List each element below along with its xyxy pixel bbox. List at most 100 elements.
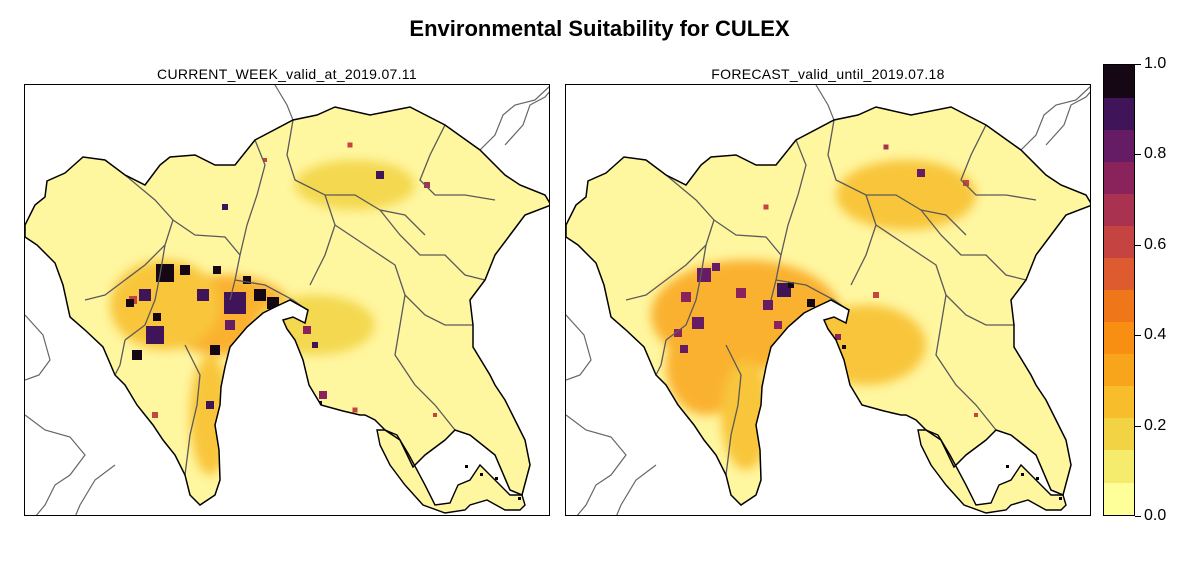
hotspot-cell [153, 313, 161, 321]
region-boundary [172, 219, 241, 301]
colorbar-step [1104, 481, 1134, 515]
hotspot-cell [319, 391, 327, 399]
coastline [917, 429, 1067, 514]
colorbar-tick-label: 0.2 [1144, 416, 1167, 434]
hotspot-cell [433, 413, 437, 417]
hotspot-cell [917, 169, 925, 177]
hotspot-cell [222, 204, 228, 210]
map-title: Environmental Suitability for CULEX [409, 16, 790, 41]
region-boundary [394, 294, 456, 431]
hotspot-cell [347, 142, 353, 148]
region-boundary [850, 194, 877, 286]
region-boundary [780, 139, 807, 256]
region-boundary [309, 194, 336, 286]
region-boundary [379, 209, 486, 281]
hotspot-cell [674, 329, 682, 337]
colorbar-step [1104, 65, 1134, 98]
colorbar-step [1104, 193, 1134, 226]
hotspot-cell [883, 144, 889, 150]
suitability-area [806, 305, 926, 385]
hotspot-cell [146, 326, 164, 344]
region-boundary [665, 244, 707, 341]
foreign-border [1020, 86, 1090, 151]
colorbar-tick [1135, 154, 1141, 156]
suitability-area [295, 160, 415, 210]
colorbar-tick [1135, 64, 1141, 65]
coastline [376, 429, 526, 514]
hotspot-cell [352, 407, 358, 413]
hotspot-cell [424, 182, 430, 188]
hotspot-cell [197, 289, 209, 301]
hotspot-cell [788, 282, 794, 288]
hotspot-cell [139, 289, 151, 301]
hotspot-cell [210, 345, 220, 355]
country-border [566, 106, 1090, 506]
colorbar-step [1104, 417, 1134, 451]
hotspot-cell [263, 158, 267, 162]
island [1006, 465, 1009, 468]
region-boundary [625, 174, 715, 301]
hotspot-cell [224, 292, 246, 314]
colorbar-step [1104, 97, 1134, 130]
foreign-border [75, 464, 116, 515]
hotspot-cell [213, 266, 221, 274]
hotspot-cell [692, 317, 704, 329]
island [465, 465, 468, 468]
colorbar-tick-label: 1.0 [1144, 55, 1167, 72]
hotspot-cell [225, 320, 235, 330]
region-boundary [827, 119, 967, 236]
land-area [25, 107, 549, 505]
island [1036, 477, 1039, 480]
hotspot-cell [180, 265, 190, 275]
colorbar-step [1104, 289, 1134, 323]
region-boundary [713, 219, 782, 301]
foreign-border [815, 85, 835, 121]
foreign-border [566, 414, 627, 515]
region-boundary [725, 344, 742, 476]
panel-label-forecast: FORECAST_valid_until_2019.07.18 [711, 66, 945, 82]
island [518, 497, 521, 500]
colorbar-step [1104, 321, 1134, 355]
region-boundary [124, 244, 166, 341]
hotspot-cell [227, 402, 233, 408]
region-boundary [239, 139, 266, 256]
land-area-south [918, 430, 1066, 513]
hotspot-cell [254, 289, 266, 301]
land-area-south [377, 430, 525, 513]
hotspot-cell [697, 268, 711, 282]
colorbar-tick [1135, 425, 1141, 427]
hotspot-cell [243, 276, 251, 284]
region-boundary [419, 124, 496, 201]
region-boundary [935, 294, 997, 431]
colorbar-step [1104, 257, 1134, 291]
colorbar-tick [1135, 335, 1141, 337]
map-svg [25, 85, 549, 515]
hotspot-cell [736, 288, 746, 298]
colorbar-tick [1135, 244, 1141, 246]
colorbar-tick [1135, 516, 1141, 517]
foreign-border [479, 86, 549, 151]
region-boundary [114, 339, 126, 376]
map-panel-forecast [565, 84, 1091, 516]
suitability-area [836, 160, 976, 230]
hotspot-cell [681, 292, 691, 302]
colorbar-step [1104, 449, 1134, 483]
hotspot-cell [303, 326, 311, 334]
foreign-border [566, 314, 592, 381]
colorbar-step [1104, 129, 1134, 162]
hotspot-cell [763, 204, 769, 210]
suitability-colorbar [1103, 64, 1135, 516]
hotspot-cell [712, 263, 720, 271]
foreign-border [25, 314, 51, 381]
region-boundary [84, 174, 174, 301]
colorbar-tick-label: 0.4 [1144, 326, 1167, 344]
island [495, 477, 498, 480]
hotspot-cell [763, 300, 773, 310]
country-border [25, 106, 549, 506]
hotspot-cell [774, 321, 782, 329]
hotspot-cell [807, 299, 815, 307]
foreign-border [504, 91, 549, 146]
island [1021, 473, 1024, 476]
colorbar-tick-label: 0.8 [1144, 145, 1167, 163]
colorbar-step [1104, 225, 1134, 258]
